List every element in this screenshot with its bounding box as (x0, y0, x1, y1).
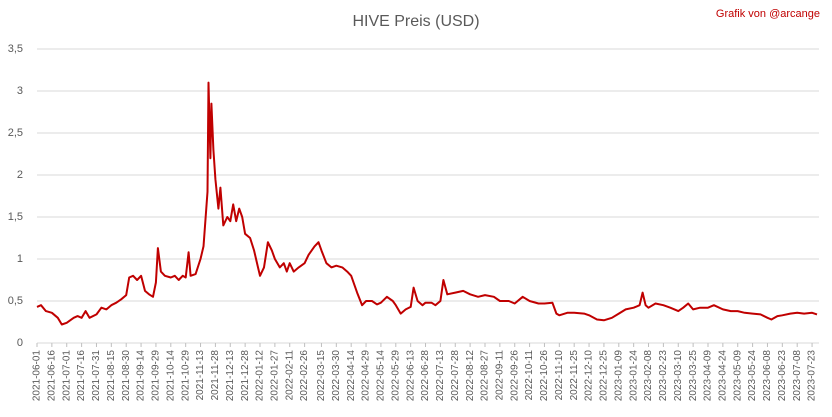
x-tick-label: 2021-07-01 (61, 350, 72, 402)
x-tick-label: 2021-06-16 (47, 350, 58, 402)
x-tick-label: 2023-06-08 (762, 350, 773, 402)
x-tick-label: 2022-07-13 (435, 350, 446, 402)
x-tick-label: 2022-12-10 (584, 350, 595, 402)
y-tick-label: 1 (17, 253, 23, 265)
x-tick-label: 2021-08-15 (106, 350, 117, 402)
x-tick-label: 2022-06-28 (420, 350, 431, 402)
x-tick-label: 2022-05-14 (376, 350, 387, 402)
x-tick-label: 2023-04-09 (703, 350, 714, 402)
x-tick-label: 2023-07-08 (792, 350, 803, 402)
y-tick-label: 0 (17, 337, 23, 349)
x-tick-label: 2023-03-10 (673, 350, 684, 402)
x-tick-label: 2022-08-12 (465, 350, 476, 402)
x-tick-label: 2023-06-23 (777, 350, 788, 402)
x-tick-label: 2021-06-01 (32, 350, 43, 402)
x-tick-label: 2022-09-26 (509, 350, 520, 402)
x-tick-label: 2021-11-28 (210, 350, 221, 401)
x-tick-label: 2023-07-23 (807, 350, 818, 402)
x-tick-label: 2022-12-25 (599, 350, 610, 402)
x-tick-label: 2021-09-14 (136, 350, 147, 402)
x-tick-label: 2022-03-15 (316, 350, 327, 402)
x-tick-label: 2022-06-13 (405, 350, 416, 402)
y-tick-label: 2,5 (8, 127, 23, 139)
x-tick-label: 2022-10-11 (524, 350, 535, 401)
x-tick-label: 2021-11-13 (195, 350, 206, 401)
x-tick-label: 2023-02-23 (658, 350, 669, 402)
x-tick-label: 2021-12-28 (240, 350, 251, 402)
x-tick-label: 2022-11-10 (554, 350, 565, 401)
price-line (36, 81, 818, 326)
y-tick-label: 3,5 (8, 43, 23, 55)
x-tick-label: 2023-04-24 (718, 350, 729, 402)
x-tick-label: 2022-04-14 (346, 350, 357, 402)
x-tick-label: 2023-01-24 (628, 350, 639, 402)
x-tick-label: 2022-02-26 (299, 350, 310, 402)
x-tick-label: 2022-09-11 (494, 350, 505, 401)
x-tick-label: 2022-01-12 (255, 350, 266, 402)
x-tick-label: 2022-01-27 (270, 350, 281, 402)
y-tick-label: 0,5 (8, 295, 23, 307)
x-tick-label: 2022-11-25 (569, 350, 580, 401)
x-tick-label: 2022-10-26 (539, 350, 550, 402)
y-tick-label: 3 (17, 85, 23, 97)
x-tick-label: 2021-09-29 (151, 350, 162, 402)
x-tick-label: 2021-10-14 (165, 350, 176, 402)
x-tick-label: 2022-07-28 (450, 350, 461, 402)
x-tick-label: 2022-08-27 (480, 350, 491, 402)
x-tick-label: 2022-04-29 (361, 350, 372, 402)
x-tick-label: 2021-12-13 (225, 350, 236, 402)
x-tick-label: 2023-03-25 (688, 350, 699, 402)
x-tick-label: 2022-03-30 (331, 350, 342, 402)
x-tick-label: 2022-05-29 (390, 350, 401, 402)
x-tick-label: 2023-05-09 (732, 350, 743, 402)
y-tick-label: 1,5 (8, 211, 23, 223)
chart-title: HIVE Preis (USD) (352, 13, 479, 30)
x-tick-label: 2023-01-09 (613, 350, 624, 402)
annotation: Grafik von @arcange (716, 8, 820, 20)
x-tick-label: 2021-07-16 (76, 350, 87, 402)
x-tick-label: 2023-05-24 (747, 350, 758, 402)
x-tick-label: 2022-02-11 (284, 350, 295, 401)
x-tick-label: 2021-10-29 (180, 350, 191, 402)
x-tick-label: 2021-08-30 (121, 350, 132, 402)
x-tick-label: 2021-07-31 (91, 350, 102, 402)
x-tick-label: 2023-02-08 (643, 350, 654, 402)
y-tick-label: 2 (17, 169, 23, 181)
